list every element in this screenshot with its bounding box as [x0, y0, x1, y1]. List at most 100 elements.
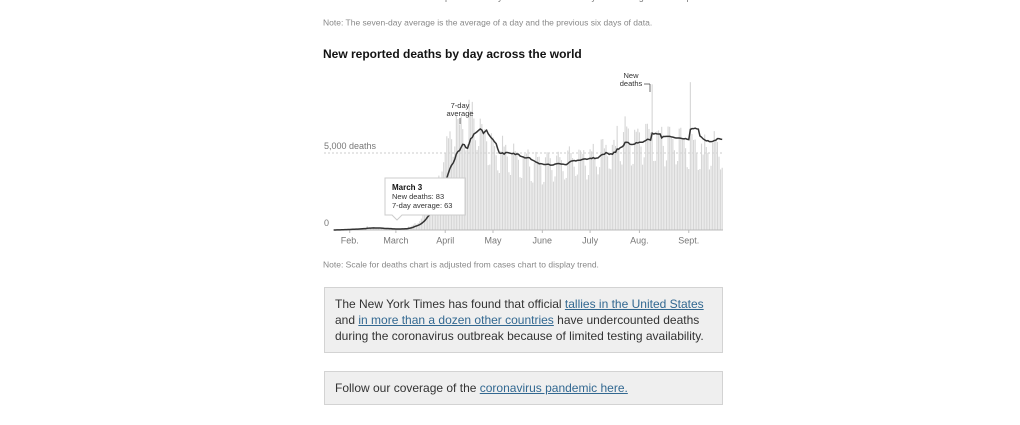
bar	[570, 153, 572, 230]
bar	[710, 165, 712, 230]
bar	[457, 119, 459, 230]
bar	[498, 173, 500, 230]
bar	[527, 149, 529, 230]
link[interactable]: in more than a dozen other countries	[358, 313, 554, 327]
bar	[369, 227, 371, 230]
bar	[489, 164, 491, 230]
tooltip-line: New deaths: 83	[392, 192, 444, 201]
bar	[686, 167, 688, 230]
bar	[597, 174, 599, 230]
bar	[619, 161, 621, 230]
bar	[417, 223, 419, 230]
bar	[630, 165, 633, 230]
bar	[648, 128, 650, 230]
text: have undercounted deaths during the coro…	[335, 313, 704, 343]
bar	[476, 149, 478, 230]
bar	[505, 144, 507, 230]
bar	[635, 131, 637, 230]
bar	[713, 131, 715, 230]
bar	[716, 141, 718, 230]
bar	[430, 203, 432, 230]
annotation-text: 7-day	[451, 101, 470, 110]
bar	[516, 152, 518, 230]
bar	[568, 146, 570, 230]
top-axis-label: May	[485, 0, 503, 2]
bar	[548, 153, 550, 230]
bar	[484, 129, 486, 230]
bar	[688, 169, 690, 230]
bar	[584, 165, 586, 230]
bar	[371, 227, 373, 230]
bar	[662, 145, 664, 230]
bar	[564, 179, 566, 230]
bar	[468, 99, 470, 230]
bar	[586, 179, 588, 230]
bar	[376, 228, 378, 230]
bar	[712, 142, 714, 230]
bar	[622, 132, 625, 230]
bar	[390, 228, 392, 230]
annotation-text: average	[446, 109, 473, 118]
chart: Note: The seven-day average is the avera…	[323, 0, 723, 269]
bottom-note: Note: Scale for deaths chart is adjusted…	[323, 259, 599, 269]
bar	[685, 148, 687, 230]
bar	[699, 169, 701, 230]
bar	[602, 138, 604, 230]
bar	[607, 156, 609, 230]
bar	[556, 155, 558, 230]
annotation-text: New	[623, 71, 639, 80]
bar	[681, 139, 683, 230]
bar	[640, 146, 642, 230]
bar	[557, 151, 559, 230]
link[interactable]: coronavirus pandemic here.	[479, 381, 628, 395]
bar	[611, 144, 613, 230]
bar	[664, 166, 666, 230]
bar	[702, 154, 704, 230]
bar	[495, 155, 497, 230]
bar	[373, 227, 375, 230]
bar	[626, 126, 628, 230]
link[interactable]: tallies in the United States	[564, 297, 704, 311]
bar	[610, 169, 612, 230]
bar	[707, 152, 709, 230]
bar	[579, 150, 582, 230]
bar	[538, 156, 540, 230]
bar	[500, 151, 502, 230]
bar	[465, 150, 467, 230]
bar	[492, 137, 494, 230]
x-tick-label: Sept.	[678, 235, 699, 245]
bar	[525, 153, 527, 230]
bar	[595, 166, 598, 230]
tooltip-box	[384, 177, 466, 221]
bar	[656, 131, 658, 230]
bar	[614, 145, 617, 230]
bar	[481, 124, 483, 230]
bar	[651, 84, 653, 230]
annotation-text: deaths	[620, 79, 643, 88]
bar	[675, 164, 677, 230]
bar	[567, 150, 569, 230]
top-axis-label: Sept.	[675, 0, 696, 2]
bar	[478, 146, 480, 230]
bar	[689, 82, 691, 230]
bar	[669, 126, 671, 230]
bar	[637, 128, 639, 230]
text: and	[335, 313, 359, 327]
bar	[575, 175, 577, 230]
bar	[715, 140, 717, 230]
bar	[532, 182, 534, 230]
bar	[530, 181, 532, 230]
bar	[605, 144, 607, 230]
bar	[594, 157, 596, 230]
bar	[624, 116, 626, 230]
bar	[704, 134, 706, 230]
bar	[560, 160, 562, 230]
bar	[513, 143, 515, 230]
y-tick-label: 0	[324, 218, 329, 228]
bar	[572, 158, 574, 230]
bar	[683, 139, 685, 230]
coverage-box: Follow our coverage of the coronavirus p…	[324, 371, 723, 405]
bar	[573, 166, 575, 230]
bar	[466, 144, 469, 230]
bar	[618, 148, 620, 230]
